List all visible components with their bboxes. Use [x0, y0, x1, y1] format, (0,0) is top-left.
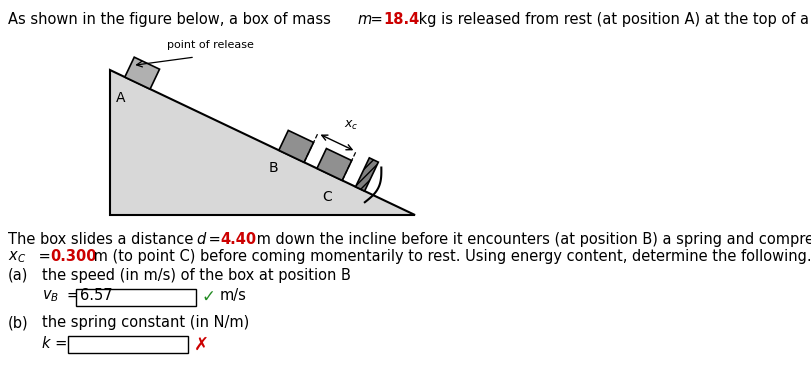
- Text: $x_C$: $x_C$: [8, 249, 26, 265]
- Polygon shape: [317, 149, 352, 180]
- FancyBboxPatch shape: [76, 289, 196, 306]
- Polygon shape: [355, 158, 379, 191]
- Text: =: =: [66, 288, 78, 303]
- Text: =: =: [34, 249, 55, 264]
- Text: C: C: [322, 190, 332, 204]
- Polygon shape: [125, 57, 160, 89]
- Text: $v_B$: $v_B$: [42, 288, 59, 304]
- Text: m/s: m/s: [220, 288, 247, 303]
- Text: d: d: [196, 232, 205, 247]
- Text: the speed (in m/s) of the box at position B: the speed (in m/s) of the box at positio…: [42, 268, 351, 283]
- FancyBboxPatch shape: [68, 336, 188, 353]
- Text: The box slides a distance: The box slides a distance: [8, 232, 198, 247]
- Text: (a): (a): [8, 268, 28, 283]
- Text: k =: k =: [42, 336, 67, 351]
- Text: $x_c$: $x_c$: [345, 119, 359, 132]
- Text: 0.300: 0.300: [50, 249, 97, 264]
- Text: =: =: [204, 232, 225, 247]
- Text: ✗: ✗: [194, 336, 209, 354]
- Text: the spring constant (in N/m): the spring constant (in N/m): [42, 315, 249, 330]
- Text: ✓: ✓: [202, 288, 216, 306]
- Text: 4.40: 4.40: [220, 232, 256, 247]
- Text: 18.4: 18.4: [383, 12, 419, 27]
- Text: m down the incline before it encounters (at position B) a spring and compresses : m down the incline before it encounters …: [252, 232, 811, 247]
- Text: A: A: [116, 91, 126, 105]
- Text: As shown in the figure below, a box of mass: As shown in the figure below, a box of m…: [8, 12, 336, 27]
- Polygon shape: [279, 130, 314, 162]
- Text: m: m: [357, 12, 371, 27]
- Text: =: =: [366, 12, 388, 27]
- Text: B: B: [268, 161, 278, 175]
- Text: m (to point C) before coming momentarily to rest. Using energy content, determin: m (to point C) before coming momentarily…: [89, 249, 811, 264]
- Text: kg is released from rest (at position A) at the top of a 30.0° frictionless incl: kg is released from rest (at position A)…: [414, 12, 811, 27]
- Text: (b): (b): [8, 315, 28, 330]
- Polygon shape: [110, 70, 415, 215]
- Text: 6.57: 6.57: [80, 288, 113, 303]
- Text: point of release: point of release: [166, 40, 253, 50]
